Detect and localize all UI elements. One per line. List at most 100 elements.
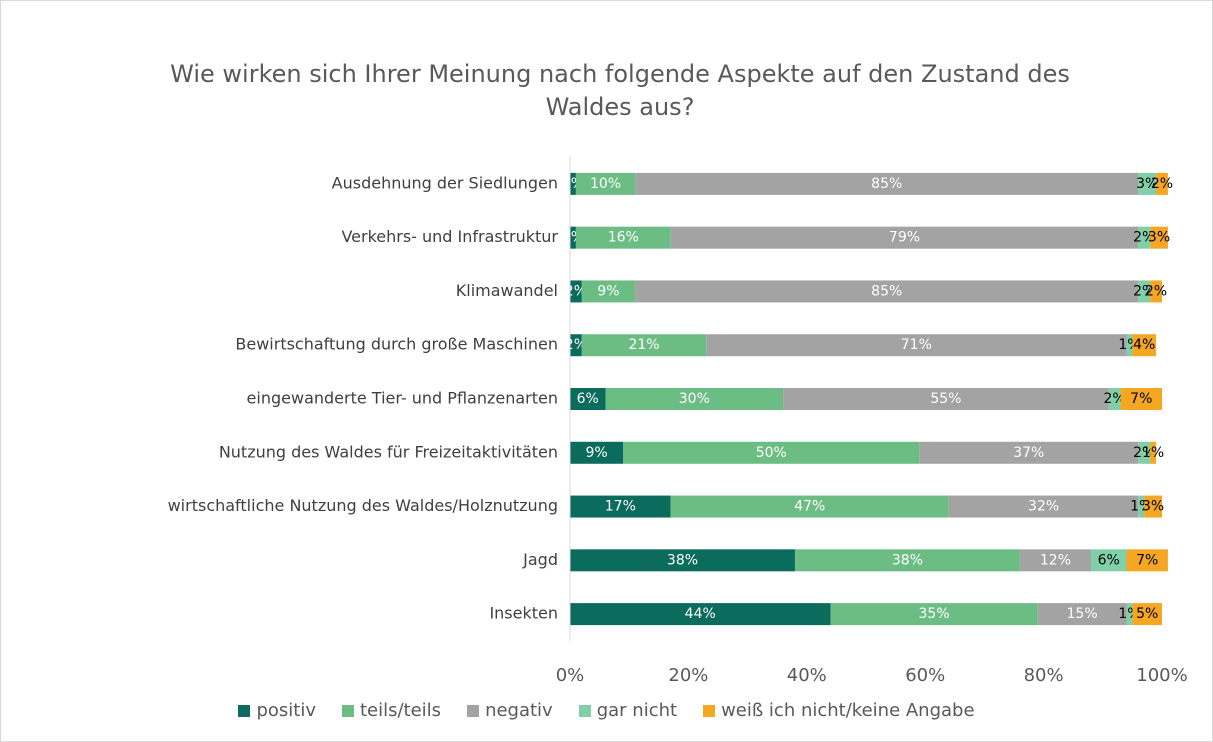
bar-segment [623,441,920,464]
bar-segment [1150,226,1168,249]
bar-segment [1037,603,1127,626]
data-label: 2% [1133,445,1155,461]
bar-segment [830,603,1038,626]
x-tick-label: 40% [787,665,827,686]
bar-segment [570,226,576,249]
legend-swatch [467,704,480,717]
data-label: 6% [577,391,599,407]
bar-segment [670,226,1139,249]
data-label: 50% [756,445,787,461]
y-tick-label: Jagd [522,550,558,569]
x-tick-label: 100% [1136,665,1187,686]
legend-label: gar nicht [596,700,678,721]
data-label: 1% [1142,445,1164,461]
bar-segment [1138,495,1145,518]
bar-segment [1132,334,1157,357]
data-label: 9% [586,445,608,461]
data-label: 15% [1067,606,1098,622]
y-tick-label: Ausdehnung der Siedlungen [332,173,558,192]
legend-item: negativ [467,700,553,721]
bar-segment [1138,280,1151,303]
x-tick-label: 80% [1024,665,1064,686]
bar-segment [1126,334,1133,357]
data-label: 4% [1133,337,1155,353]
data-label: 30% [679,391,710,407]
y-tick-label: Klimawandel [456,281,558,300]
data-label: 21% [628,337,659,353]
y-tick-label: eingewanderte Tier- und Pflanzenarten [247,389,558,408]
bar-segment [670,495,949,518]
data-label: 7% [1130,391,1152,407]
bar-segment [1156,172,1168,195]
bar-segment [783,388,1109,410]
data-label: 55% [930,391,961,407]
data-label: 7% [1136,552,1158,568]
data-label: 79% [889,230,920,246]
bar-segment [1120,388,1162,410]
bar-segment [706,334,1127,357]
legend: positiv teils/teils negativ gar nicht weiß i… [0,700,1213,721]
bar-segment [1019,549,1091,572]
data-label: 2% [1104,391,1126,407]
legend-item: positiv [238,700,316,721]
bar-segment [570,334,582,357]
bar-segment [919,441,1139,464]
data-label: 85% [871,283,902,299]
y-tick-label: Insekten [489,604,558,623]
x-tick-label: 0% [556,665,585,686]
data-label: 9% [597,283,619,299]
bar-segment [1150,280,1162,303]
x-tick-label: 60% [905,665,945,686]
bar-segment [570,495,671,518]
bar-segment [948,495,1139,518]
chart-title: Wie wirken sich Ihrer Meinung nach folge… [170,60,1070,121]
bar-segment [635,280,1139,303]
data-label: 71% [901,337,932,353]
legend-swatch [341,704,354,717]
data-label: 16% [608,230,639,246]
data-label: 10% [590,176,621,192]
data-label: 37% [1013,445,1044,461]
bar-segment [1132,603,1162,626]
bar-segment [1126,603,1133,626]
bar-segment [581,334,707,357]
bar-segment [575,172,636,195]
data-label: 2% [1133,230,1155,246]
legend-swatch [238,704,251,717]
bar-segment [1108,388,1121,410]
y-tick-label: Verkehrs- und Infrastruktur [341,227,558,246]
legend-label: teils/teils [359,700,442,721]
data-label: 6% [1098,552,1120,568]
bar-segment [570,603,831,626]
legend-item: gar nicht [578,700,678,721]
data-label: 2% [1151,176,1173,192]
legend-item: teils/teils [341,700,442,721]
bar-segment [570,388,606,410]
data-label: 44% [685,606,716,622]
data-label: 3% [1136,176,1158,192]
data-label: 85% [871,176,902,192]
data-label: 35% [919,606,950,622]
legend-label: negativ [485,700,553,721]
legend-label: positiv [256,700,316,721]
y-tick-label: Nutzung des Waldes für Freizeitaktivität… [219,442,558,461]
bar-segment [1090,549,1127,572]
x-tick-label: 20% [668,665,708,686]
data-label: 47% [794,499,825,515]
data-label: 38% [667,552,698,568]
y-tick-label: wirtschaftliche Nutzung des Waldes/Holzn… [168,496,558,515]
bar-segment [794,549,1020,572]
bar-segment [581,280,636,303]
data-label: 2% [1133,283,1155,299]
bar-segment [1126,549,1168,572]
data-label: 2% [1145,283,1167,299]
bar-segment [1138,172,1157,195]
legend-item: weiß ich nicht/keine Angabe [703,700,975,721]
bar-segment [1144,495,1162,518]
data-label: 17% [605,499,636,515]
bar-segment [635,172,1139,195]
bar-segment [570,549,795,572]
bar-segment [605,388,784,410]
bar-segment [1138,441,1151,464]
